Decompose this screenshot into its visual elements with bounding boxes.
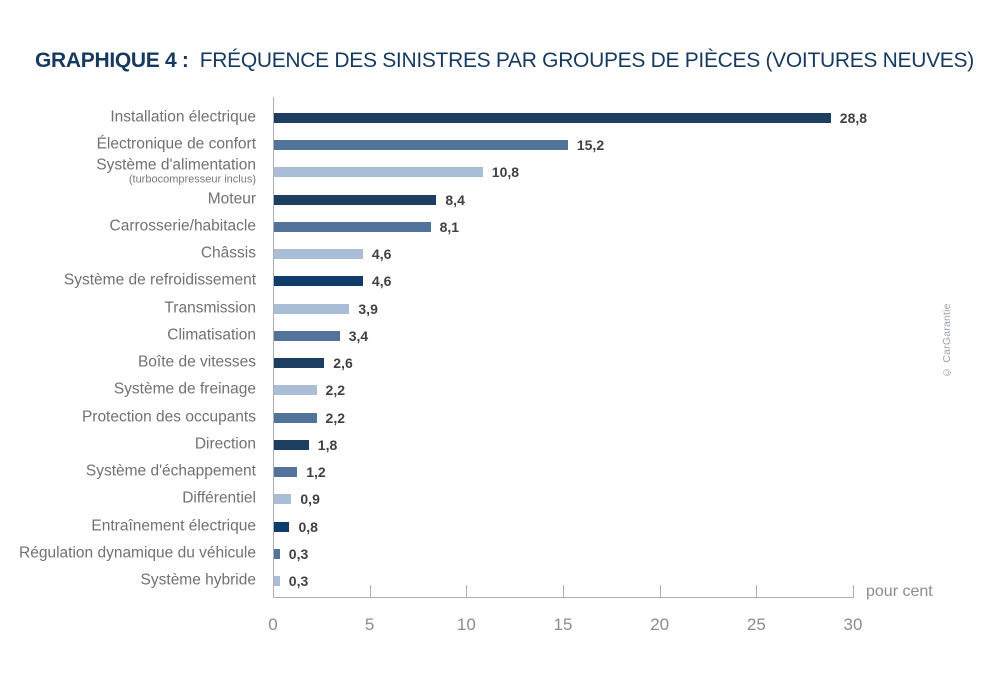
- tick-label: 5: [364, 615, 375, 634]
- axis-unit-label: pour cent: [866, 583, 933, 600]
- bar: [274, 113, 831, 123]
- bar: [274, 249, 363, 260]
- category-label: Châssis: [0, 244, 256, 263]
- bar: [274, 521, 290, 532]
- category-label: Système d'alimentation (turbocompresseur …: [0, 157, 256, 187]
- x-axis-line: [273, 597, 854, 598]
- chart-title: GRAPHIQUE 4 : FRÉQUENCE DES SINISTRES PA…: [35, 49, 985, 73]
- axis-tick: [563, 585, 564, 597]
- value-label: 3,4: [348, 327, 369, 344]
- category-label-text: Différentiel: [182, 489, 256, 507]
- category-label-text: Système de refroidissement: [63, 272, 256, 290]
- value-label: 8,1: [439, 218, 460, 235]
- category-label-text: Climatisation: [167, 326, 256, 344]
- value-label: 3,9: [358, 300, 378, 317]
- value-label: 15,2: [576, 137, 605, 154]
- category-label: Entraînement électrique: [0, 517, 256, 535]
- category-label: Système de refroidissement: [0, 272, 256, 290]
- value-label: 2,2: [325, 409, 345, 426]
- category-label: Système d'échappement: [0, 462, 256, 481]
- value-label: 8,4: [445, 191, 465, 208]
- category-label: Régulation dynamique du véhicule: [0, 545, 256, 562]
- bar: [274, 548, 280, 559]
- bar: [274, 140, 568, 151]
- category-label: Moteur: [0, 190, 256, 208]
- bar: [274, 467, 298, 478]
- bar: [274, 221, 431, 232]
- category-label-text: Installation électrique: [110, 108, 256, 126]
- category-label: Système de freinage: [0, 380, 256, 399]
- category-label: Installation électrique: [0, 108, 256, 127]
- value-label: 1,2: [306, 464, 326, 481]
- category-label: Électronique de confort: [0, 135, 256, 154]
- category-label: Protection des occupants: [0, 408, 256, 426]
- category-label-text: Système d'alimentation: [96, 157, 256, 175]
- chart-title-prefix: GRAPHIQUE 4 :: [35, 49, 189, 72]
- bar: [274, 575, 280, 586]
- tick-label: 15: [553, 615, 573, 634]
- category-label-text: Système d'échappement: [85, 462, 256, 480]
- category-label-text: Carrosserie/habitacle: [109, 217, 256, 235]
- bar: [274, 330, 340, 341]
- tick-label: 30: [843, 615, 863, 634]
- bar: [274, 358, 325, 369]
- bar: [274, 412, 317, 423]
- category-label: Carrosserie/habitacle: [0, 217, 256, 236]
- category-label: Transmission: [0, 299, 256, 317]
- axis-tick: [853, 585, 854, 597]
- bar: [274, 303, 350, 314]
- category-label-text: Châssis: [200, 244, 256, 262]
- category-label-text: Système de freinage: [113, 380, 256, 398]
- category-label-text: Transmission: [164, 299, 256, 317]
- category-sublabel-text: (turbocompresseur inclus): [128, 173, 256, 186]
- category-label-text: Boîte de vitesses: [137, 353, 256, 371]
- bar: [274, 276, 363, 287]
- y-axis-line: [273, 97, 274, 598]
- tick-label: 20: [650, 615, 670, 634]
- value-label: 0,3: [288, 572, 309, 589]
- value-label: 1,8: [317, 436, 338, 453]
- category-label-text: Système hybride: [140, 571, 256, 589]
- value-label: 2,6: [333, 355, 353, 372]
- tick-label: 0: [268, 615, 278, 634]
- tick-label: 10: [456, 615, 476, 634]
- category-label: Différentiel: [0, 489, 256, 508]
- category-label: Boîte de vitesses: [0, 353, 256, 372]
- value-label: 4,6: [371, 273, 392, 290]
- tick-label: 25: [746, 615, 766, 634]
- category-label-text: Direction: [194, 435, 256, 453]
- copyright-credit: © CarGarantie: [941, 303, 953, 378]
- value-label: 10,8: [491, 164, 520, 181]
- value-label: 4,6: [371, 246, 392, 263]
- bar: [274, 194, 437, 205]
- value-label: 2,2: [325, 382, 345, 399]
- chart-title-text: FRÉQUENCE DES SINISTRES PAR GROUPES DE P…: [199, 49, 975, 72]
- category-label: Direction: [0, 436, 256, 453]
- value-label: 0,9: [300, 491, 320, 508]
- category-label-text: Protection des occupants: [81, 408, 256, 426]
- category-label: Système hybride: [0, 571, 256, 590]
- bar: [274, 167, 483, 178]
- value-label: 0,3: [288, 545, 309, 562]
- bar: [274, 494, 292, 505]
- category-label-text: Entraînement électrique: [91, 517, 256, 535]
- axis-tick: [369, 585, 371, 597]
- category-label-text: Régulation dynamique du véhicule: [19, 544, 256, 562]
- category-label-text: Moteur: [207, 190, 256, 208]
- axis-tick: [659, 585, 661, 597]
- bar: [274, 385, 317, 396]
- bar: [274, 439, 309, 450]
- axis-tick: [756, 585, 758, 597]
- axis-tick: [466, 585, 468, 597]
- category-label: Climatisation: [0, 326, 256, 345]
- value-label: 28,8: [839, 110, 868, 126]
- value-label: 0,8: [298, 518, 318, 535]
- category-label-text: Électronique de confort: [96, 135, 256, 153]
